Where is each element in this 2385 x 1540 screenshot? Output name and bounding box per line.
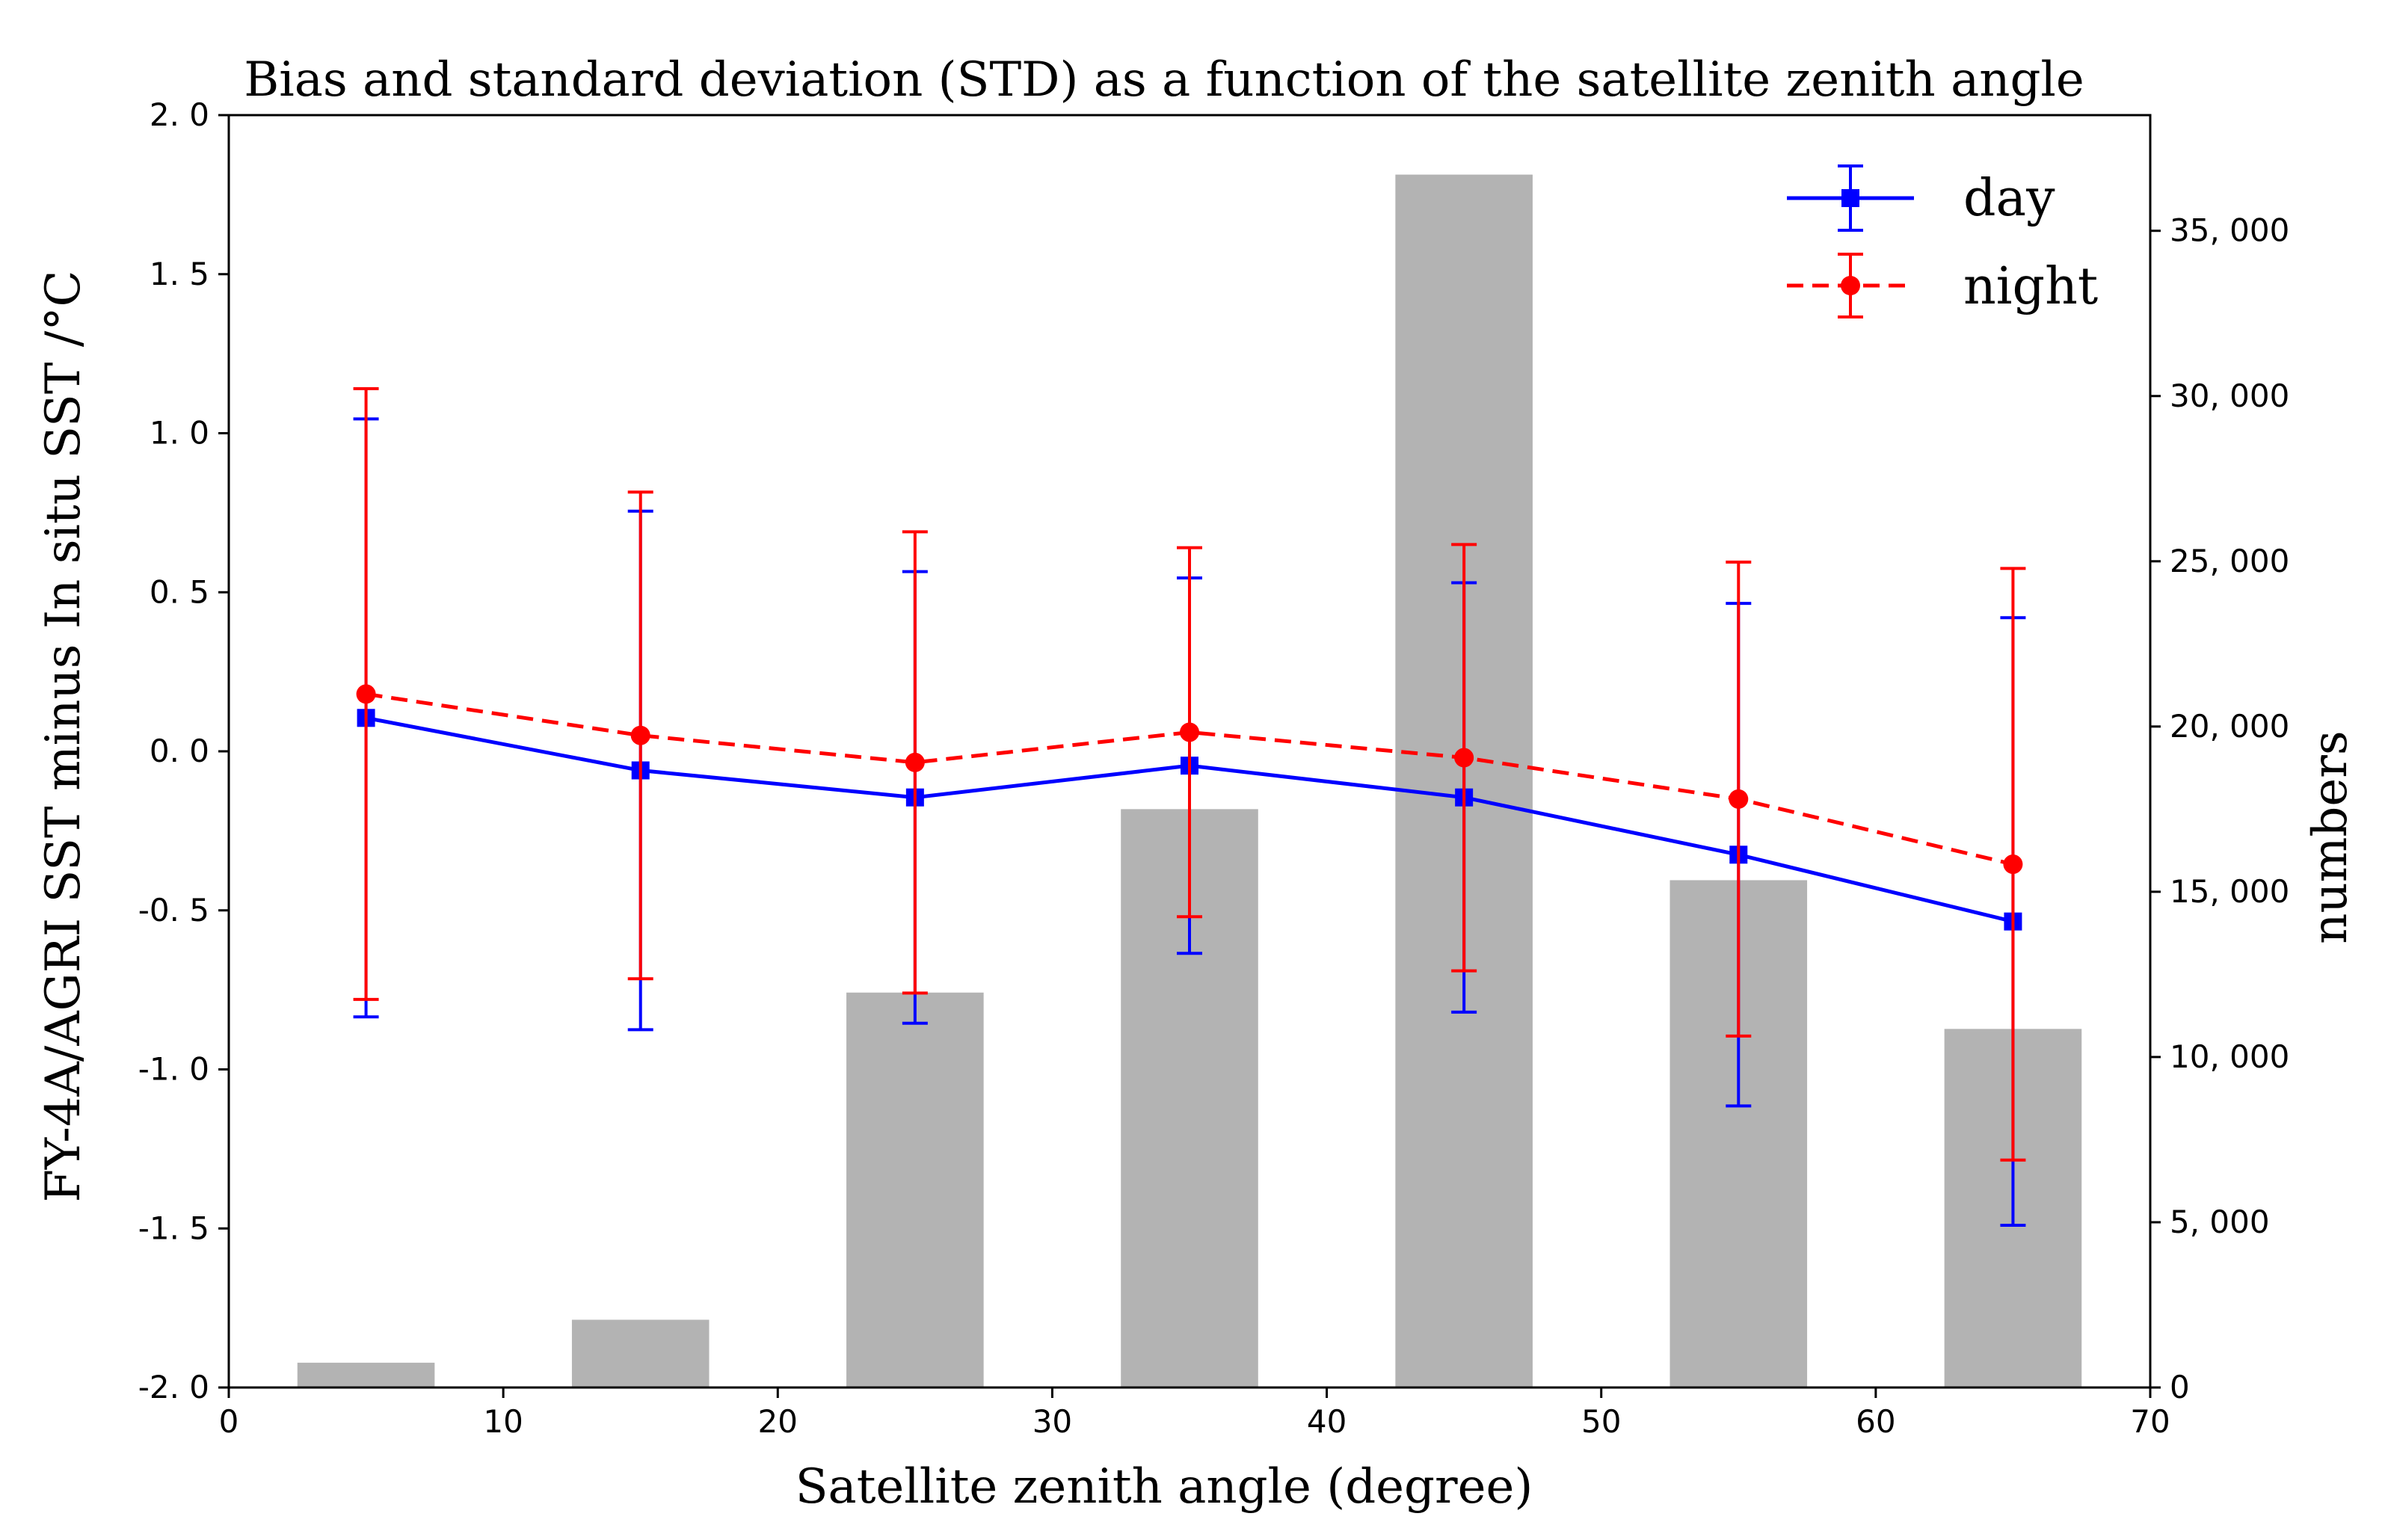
y2-tick-label: 10, 000 xyxy=(2170,1038,2289,1075)
y-axis-left: -2. 0 -1. 5 -1. 0 -0. 5 0. 0 0. 5 1. 0 1. 5 2. 0 xyxy=(138,96,229,1405)
bar xyxy=(846,992,984,1387)
x-axis-label: Satellite zenith angle (degree) xyxy=(795,1459,1533,1515)
data-point xyxy=(2003,854,2023,875)
y2-tick-label: 30, 000 xyxy=(2170,378,2289,414)
x-tick-label: 10 xyxy=(483,1403,523,1440)
y-tick-label: 0. 0 xyxy=(150,733,209,769)
y2-tick-label: 5, 000 xyxy=(2170,1204,2270,1240)
x-tick-label: 40 xyxy=(1307,1403,1347,1440)
data-point xyxy=(356,684,376,704)
y-tick-label: -1. 5 xyxy=(138,1210,209,1246)
y2-tick-label: 25, 000 xyxy=(2170,543,2289,579)
y-tick-label: -0. 5 xyxy=(138,892,209,928)
legend-night-marker xyxy=(1841,276,1860,295)
y-tick-label: 1. 0 xyxy=(150,415,209,452)
legend-day-label: day xyxy=(1963,169,2055,228)
data-point xyxy=(630,725,650,745)
data-point xyxy=(1180,722,1199,742)
y-tick-label: 0. 5 xyxy=(150,573,209,610)
series-layer xyxy=(353,386,2026,1227)
y-tick-label: 1. 5 xyxy=(150,256,209,292)
y2-tick-label: 35, 000 xyxy=(2170,212,2289,249)
x-tick-label: 0 xyxy=(219,1403,239,1440)
x-tick-label: 50 xyxy=(1581,1403,1621,1440)
bar xyxy=(571,1319,710,1387)
y-axis-label: FY-4A/AGRI SST minus In situ SST /°C xyxy=(36,271,91,1203)
y2-tick-label: 15, 000 xyxy=(2170,873,2289,910)
x-tick-label: 70 xyxy=(2130,1403,2170,1440)
data-point xyxy=(1729,789,1749,809)
y2-axis-label: numbers xyxy=(2303,730,2358,943)
y2-tick-label: 20, 000 xyxy=(2170,708,2289,745)
y-tick-label: 2. 0 xyxy=(150,96,209,133)
bar xyxy=(297,1362,435,1387)
data-point xyxy=(905,752,925,772)
legend-entry-night: night xyxy=(1787,253,2098,318)
data-point xyxy=(1454,748,1474,768)
y2-tick-label: 0 xyxy=(2170,1369,2190,1405)
legend-day-marker xyxy=(1841,189,1859,207)
x-tick-label: 30 xyxy=(1033,1403,1072,1440)
legend-night-label: night xyxy=(1963,257,2098,316)
y-tick-label: -2. 0 xyxy=(138,1369,209,1405)
y-axis-right: 0 5, 000 10, 000 15, 000 20, 000 25, 000 30, 0… xyxy=(2150,212,2289,1405)
x-axis: 0 10 20 30 40 50 60 70 xyxy=(219,1387,2170,1440)
series-night xyxy=(353,386,2026,1162)
legend: day night xyxy=(1787,164,2098,318)
chart-title: Bias and standard deviation (STD) as a f… xyxy=(244,52,2084,108)
x-tick-label: 60 xyxy=(1856,1403,1895,1440)
legend-entry-day: day xyxy=(1787,164,2055,232)
y-tick-label: -1. 0 xyxy=(138,1051,209,1088)
x-tick-label: 20 xyxy=(758,1403,798,1440)
